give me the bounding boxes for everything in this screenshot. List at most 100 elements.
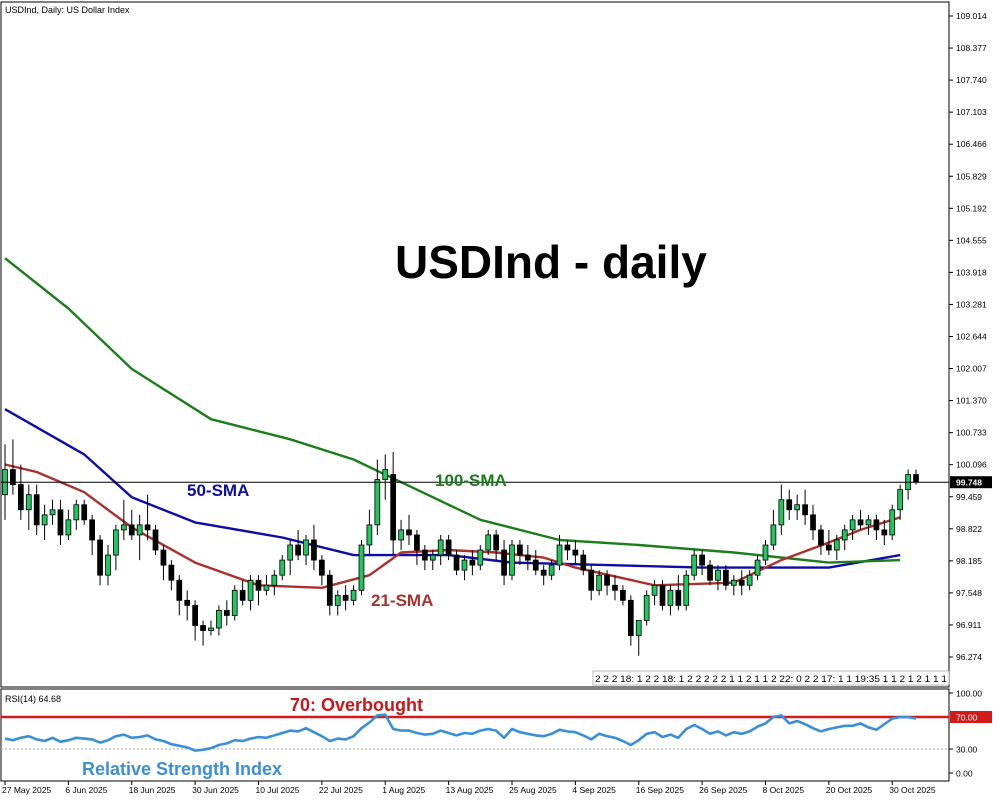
candle	[723, 565, 729, 591]
candle	[667, 585, 674, 616]
price-tick-label: 96.911	[956, 620, 982, 630]
candle	[105, 545, 111, 586]
time-tick-label: 10 Jul 2025	[255, 785, 299, 795]
candle	[33, 484, 40, 535]
rsi-tick-label: 100.00	[956, 689, 982, 699]
candle	[184, 590, 191, 621]
candle	[10, 439, 16, 495]
candle	[738, 570, 745, 596]
candle	[366, 509, 373, 556]
candle-body-bearish	[33, 494, 40, 526]
candle	[889, 504, 896, 540]
candle-body-bullish	[120, 524, 127, 531]
candle	[802, 489, 808, 525]
price-tick-label: 100.733	[956, 428, 987, 438]
candle-body-bullish	[556, 544, 563, 566]
candle	[501, 539, 507, 586]
candle-body-bearish	[295, 544, 301, 556]
candle-body-bullish	[208, 627, 214, 631]
candle-body-bearish	[517, 544, 523, 556]
candle-body-bullish	[849, 519, 856, 531]
price-tick-label: 107.103	[956, 107, 987, 117]
candle	[517, 539, 523, 566]
time-tick-label: 27 May 2025	[2, 785, 51, 795]
candle	[524, 545, 531, 571]
candle-body-bearish	[786, 499, 793, 511]
time-tick-label: 20 Oct 2025	[826, 785, 873, 795]
candle	[596, 570, 602, 596]
candle-body-bearish	[390, 474, 397, 541]
candle	[604, 570, 610, 596]
candle	[350, 585, 357, 606]
candle-body-bullish	[113, 529, 119, 556]
candle-body-bullish	[279, 559, 286, 576]
price-tick-label: 103.281	[956, 299, 987, 309]
candle	[97, 534, 103, 586]
sma21-label: 21-SMA	[371, 591, 433, 610]
candle-body-bearish	[826, 544, 832, 551]
candle-body-bullish	[136, 524, 143, 536]
candle	[564, 539, 571, 561]
candle-body-bearish	[857, 519, 864, 526]
candle	[374, 459, 381, 535]
candle	[794, 494, 801, 520]
candle-body-bullish	[41, 514, 48, 526]
candle	[651, 580, 658, 606]
sma50-label: 50-SMA	[187, 481, 249, 500]
price-tick-label: 105.829	[956, 171, 987, 181]
candle-body-bullish	[683, 574, 690, 606]
rsi-pane: 100.00 70.00 30.00 0.00	[0, 688, 992, 782]
candle-body-bullish	[366, 524, 373, 546]
candle	[881, 519, 888, 546]
candle-body-bullish	[247, 579, 254, 601]
price-tick-label: 107.740	[956, 75, 987, 85]
candle	[295, 529, 301, 561]
candle-body-bullish	[263, 584, 270, 591]
candle	[311, 524, 317, 571]
candle-body-bullish	[596, 574, 602, 591]
rsi-tick-label: 30.00	[956, 745, 978, 755]
candle	[445, 534, 452, 561]
candle-body-bullish	[374, 479, 381, 526]
candle-body-bearish	[184, 599, 191, 606]
candle-body-bullish	[105, 554, 111, 576]
candle-body-bullish	[303, 539, 309, 556]
candle-body-bearish	[723, 569, 729, 586]
chart-header: USDInd, Daily: US Dollar Index	[5, 5, 130, 15]
candle	[532, 550, 539, 576]
candle	[818, 524, 824, 556]
candle	[231, 585, 238, 621]
rsi-overbought-tag	[950, 711, 992, 723]
candle	[548, 560, 555, 581]
candle-body-bearish	[57, 509, 64, 536]
candle-body-bullish	[216, 610, 222, 629]
candle	[493, 529, 500, 561]
chart-title: USDInd - daily	[395, 236, 707, 288]
candle	[414, 529, 420, 566]
rsi-overbought-label: 70: Overbought	[290, 695, 423, 715]
candle	[382, 454, 389, 500]
candle	[17, 464, 24, 520]
price-tick-label: 102.644	[956, 332, 987, 342]
candle-body-bullish	[730, 579, 737, 586]
candle-body-bullish	[746, 574, 753, 586]
candle-body-bullish	[643, 594, 650, 621]
candle-body-bullish	[635, 620, 642, 636]
price-tick-label: 108.377	[956, 43, 987, 53]
price-tick-label: 97.548	[956, 588, 982, 598]
candle	[279, 555, 286, 581]
candle-body-bearish	[469, 559, 476, 566]
candle-body-bullish	[691, 554, 698, 576]
candle	[168, 560, 175, 591]
candle-body-bullish	[350, 589, 357, 601]
time-tick-label: 18 Jun 2025	[129, 785, 176, 795]
candle-body-bearish	[627, 599, 634, 636]
rsi-line	[4, 713, 917, 752]
candle-body-bullish	[287, 544, 294, 561]
candle-body-bearish	[97, 539, 103, 576]
candle-body-bearish	[326, 574, 333, 606]
candle-body-bearish	[239, 589, 246, 601]
candle	[627, 595, 634, 646]
rsi-title: Relative Strength Index	[82, 759, 282, 779]
candle-body-bearish	[873, 519, 880, 531]
